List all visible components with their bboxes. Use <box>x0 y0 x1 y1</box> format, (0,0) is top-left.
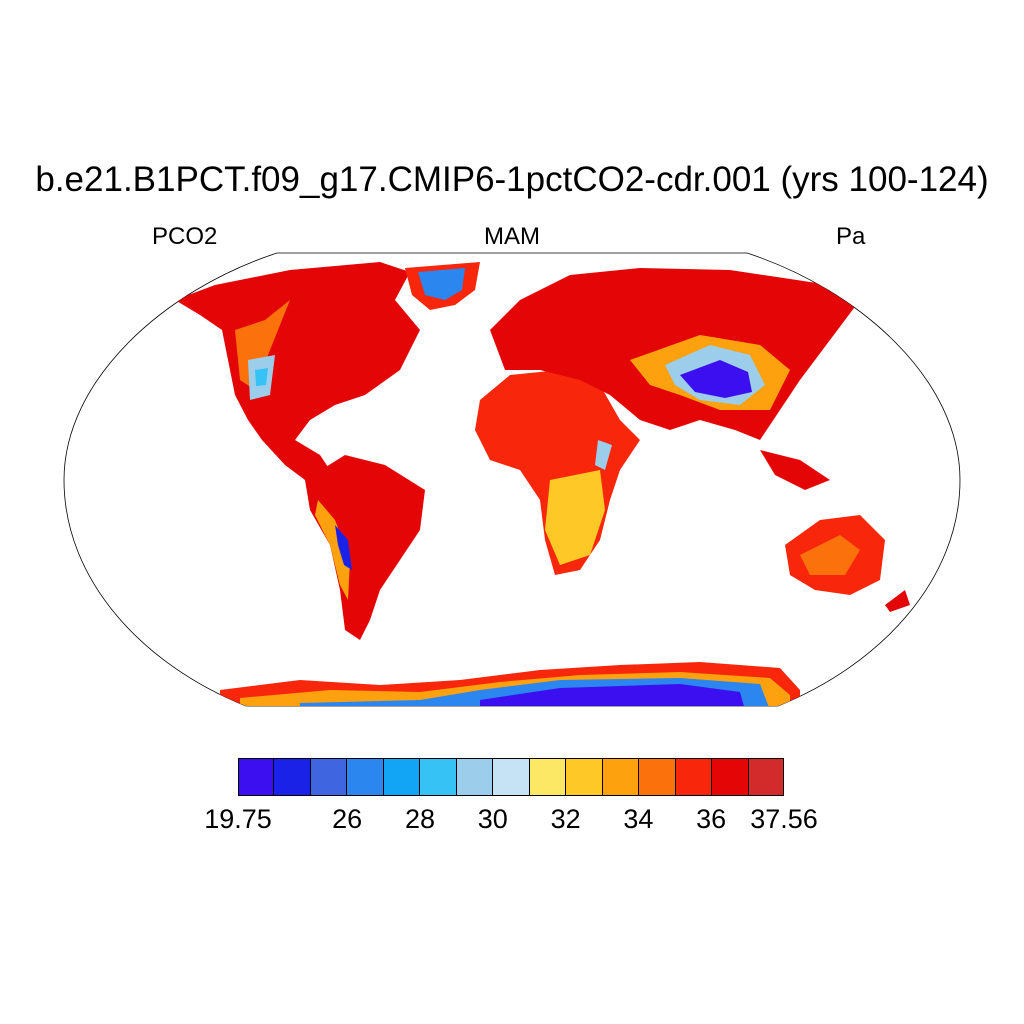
colorbar-tick-label: 30 <box>477 804 508 834</box>
colorbar-tick-label: 34 <box>623 804 654 834</box>
colorbar-tick-label: 37.56 <box>750 804 818 834</box>
colorbar-box <box>712 758 749 796</box>
colorbar-box <box>238 758 275 796</box>
colorbar-tick-label: 19.75 <box>204 804 272 834</box>
colorbar-box <box>274 758 311 796</box>
colorbar-tick-label: 26 <box>332 804 363 834</box>
colorbar-box <box>675 758 713 796</box>
colorbar <box>238 758 785 796</box>
variable-label: PCO2 <box>152 223 218 250</box>
colorbar-box <box>383 758 421 796</box>
colorbar-box <box>529 758 567 796</box>
colorbar-box <box>310 758 348 796</box>
colorbar-box <box>347 758 384 796</box>
map-title: b.e21.B1PCT.f09_g17.CMIP6-1pctCO2-cdr.00… <box>35 160 989 199</box>
colorbar-box <box>493 758 530 796</box>
colorbar-tick-label: 32 <box>550 804 581 834</box>
colorbar-box <box>639 758 676 796</box>
season-label: MAM <box>484 223 540 250</box>
colorbar-box <box>420 758 457 796</box>
south-america <box>305 455 425 640</box>
colorbar-box <box>566 758 603 796</box>
colorbar-box <box>456 758 494 796</box>
colorbar-tick-label: 28 <box>404 804 436 834</box>
colorbar-tick-label: 36 <box>696 804 727 834</box>
units-label: Pa <box>836 223 866 250</box>
north-america <box>175 262 420 480</box>
colorbar-box <box>602 758 640 796</box>
colorbar-box <box>748 758 785 796</box>
